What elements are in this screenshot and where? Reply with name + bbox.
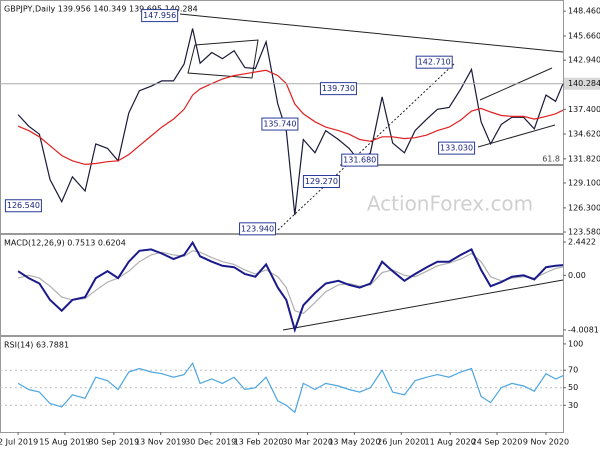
annotation-label: 142.710 xyxy=(418,58,451,67)
last-price-box xyxy=(564,77,600,90)
x-tick-label: 13 Nov 2019 xyxy=(135,438,186,447)
annotation-box xyxy=(415,55,453,69)
x-tick-label: 13 Feb 2020 xyxy=(234,438,284,447)
y-tick-label: -4.0081 xyxy=(568,325,599,334)
y-tick-label: 126.300 xyxy=(568,203,600,212)
annotation-box xyxy=(239,222,277,236)
last-price-label: 140.284 xyxy=(568,79,600,88)
annotation-label: 123.940 xyxy=(241,224,274,233)
channel-line xyxy=(477,124,556,148)
trend-line xyxy=(179,13,564,53)
y-tick-label: 50 xyxy=(568,383,578,392)
annotation-box xyxy=(341,153,379,167)
x-tick-label: 26 Jun 2020 xyxy=(377,438,425,447)
panel-title: RSI(14) 63.7881 xyxy=(4,341,69,350)
annotation-box xyxy=(261,117,299,131)
y-tick-label: 70 xyxy=(568,366,578,375)
x-tick-label: 30 Sep 2019 xyxy=(89,438,140,447)
flag xyxy=(187,39,259,79)
annotation-label: 135.740 xyxy=(263,120,296,129)
annotation-box xyxy=(438,141,476,155)
y-tick-label: 137.400 xyxy=(568,105,600,114)
x-tick-label: 13 May 2020 xyxy=(328,438,380,447)
y-tick-label: 100 xyxy=(568,339,583,348)
price-panel xyxy=(0,0,564,234)
series-line xyxy=(17,250,564,315)
y-tick-label: 145.660 xyxy=(568,31,600,40)
y-tick-label: 123.580 xyxy=(568,228,600,237)
series-line xyxy=(17,69,564,166)
x-tick-label: 24 Sep 2020 xyxy=(472,438,523,447)
y-tick-label: 0.00 xyxy=(568,271,586,280)
fib-label: 61.8 xyxy=(542,155,560,164)
y-tick-label: 30 xyxy=(568,401,578,410)
y-tick-label: 129.100 xyxy=(568,179,600,188)
x-tick-label: 30 Mar 2020 xyxy=(282,438,333,447)
annotation-label: 139.730 xyxy=(322,84,355,93)
macd-panel xyxy=(0,234,564,336)
series-line xyxy=(17,28,564,216)
y-tick-label: 2.4422 xyxy=(568,238,596,247)
trend-line xyxy=(277,62,456,231)
annotation-label: 126.540 xyxy=(7,201,40,210)
series-line xyxy=(17,361,564,414)
x-tick-label: 2 Jul 2019 xyxy=(0,438,38,447)
y-tick-label: 142.940 xyxy=(568,56,600,65)
x-tick-label: 30 Dec 2019 xyxy=(185,438,236,447)
panel-title: MACD(12,26,9) 0.7513 0.6204 xyxy=(4,239,126,248)
x-tick-label: 9 Nov 2020 xyxy=(523,438,569,447)
watermark: ActionForex.com xyxy=(367,192,533,216)
macd-trend-line xyxy=(282,279,564,331)
y-tick-label: 134.620 xyxy=(568,130,600,139)
x-tick-label: 11 Aug 2020 xyxy=(425,438,476,447)
annotation-box xyxy=(319,82,357,96)
x-tick-label: 15 Aug 2019 xyxy=(39,438,90,447)
annotation-box xyxy=(141,9,179,23)
annotation-box xyxy=(4,199,42,213)
y-tick-label: 148.460 xyxy=(568,7,600,16)
annotation-label: 129.270 xyxy=(305,177,338,186)
annotation-box xyxy=(302,175,340,189)
annotation-label: 133.030 xyxy=(440,144,473,153)
rsi-panel xyxy=(0,336,564,433)
panel-title: GBPJPY,Daily 139.956 140.349 139.695 140… xyxy=(4,5,198,14)
annotation-label: 147.956 xyxy=(143,11,176,20)
annotation-label: 131.680 xyxy=(343,156,376,165)
y-tick-label: 131.820 xyxy=(568,154,600,163)
series-line xyxy=(17,240,564,334)
